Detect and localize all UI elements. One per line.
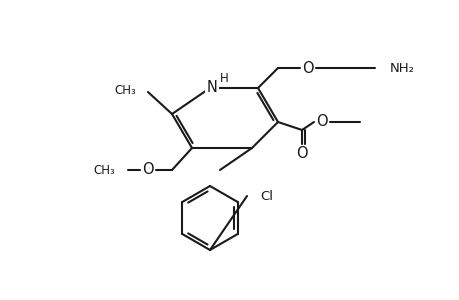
Text: O: O: [302, 61, 313, 76]
Text: NH₂: NH₂: [389, 61, 414, 74]
Text: Cl: Cl: [259, 190, 272, 202]
Text: O: O: [296, 146, 307, 161]
Text: CH₃: CH₃: [93, 164, 115, 176]
Text: O: O: [142, 163, 153, 178]
Text: O: O: [315, 115, 327, 130]
Text: H: H: [219, 71, 228, 85]
Text: N: N: [206, 80, 217, 94]
Text: CH₃: CH₃: [114, 83, 136, 97]
